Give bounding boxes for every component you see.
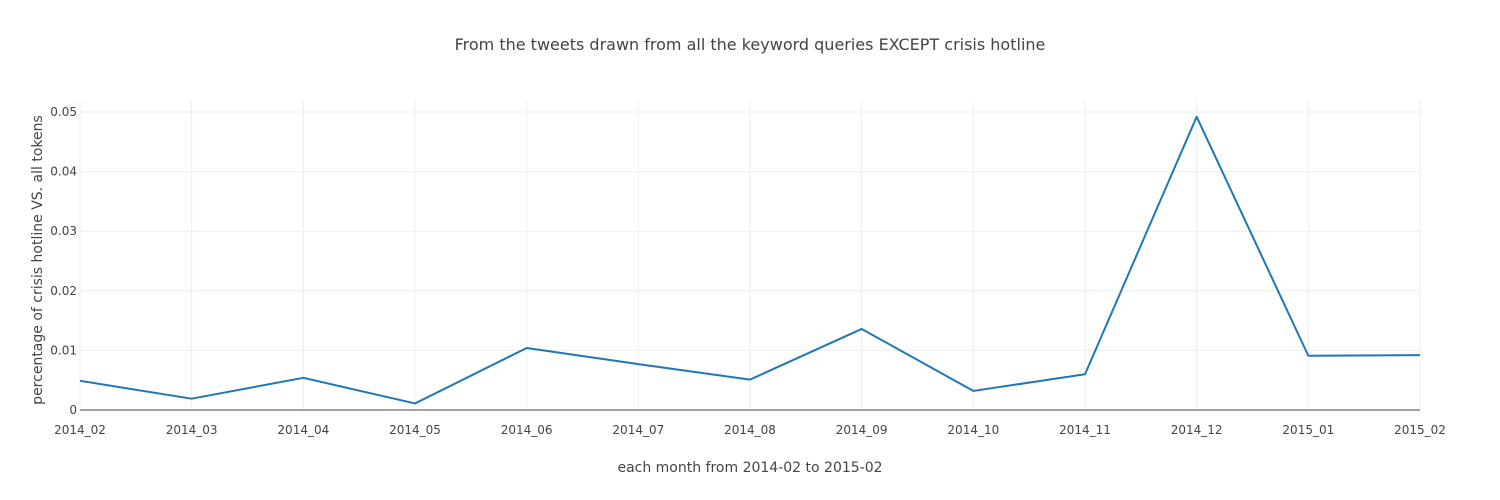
x-tick-label: 2014_04	[277, 423, 329, 437]
y-tick-label: 0.01	[50, 343, 77, 357]
y-tick-label: 0	[69, 403, 77, 417]
x-axis-title: each month from 2014-02 to 2015-02	[617, 460, 882, 476]
x-tick-label: 2014_08	[724, 423, 776, 437]
y-tick-label: 0.04	[50, 165, 77, 179]
chart-title: From the tweets drawn from all the keywo…	[455, 35, 1046, 54]
y-tick-label: 0.03	[50, 224, 77, 238]
x-tick-label: 2015_01	[1282, 423, 1334, 437]
y-tick-label: 0.05	[50, 105, 77, 119]
grid-layer	[79, 100, 1421, 410]
y-axis-title: percentage of crisis hotline VS. all tok…	[30, 115, 46, 405]
x-tick-labels: 2014_02 2014_03 2014_04 2014_05 2014_06 2014_…	[54, 423, 1446, 437]
x-tick-label: 2014_05	[389, 423, 441, 437]
x-tick-label: 2015_02	[1394, 423, 1446, 437]
x-tick-label: 2014_12	[1171, 423, 1223, 437]
x-tick-label: 2014_07	[612, 423, 664, 437]
x-tick-label: 2014_09	[836, 423, 888, 437]
x-tick-label: 2014_11	[1059, 423, 1111, 437]
x-tick-label: 2014_02	[54, 423, 106, 437]
series-line-0	[79, 115, 1421, 405]
x-tick-label: 2014_10	[947, 423, 999, 437]
x-tick-label: 2014_06	[501, 423, 553, 437]
y-tick-labels: 0 0.01 0.02 0.03 0.04 0.05	[50, 105, 77, 417]
y-tick-label: 0.02	[50, 284, 77, 298]
series-layer	[79, 115, 1421, 405]
x-tick-label: 2014_03	[166, 423, 218, 437]
